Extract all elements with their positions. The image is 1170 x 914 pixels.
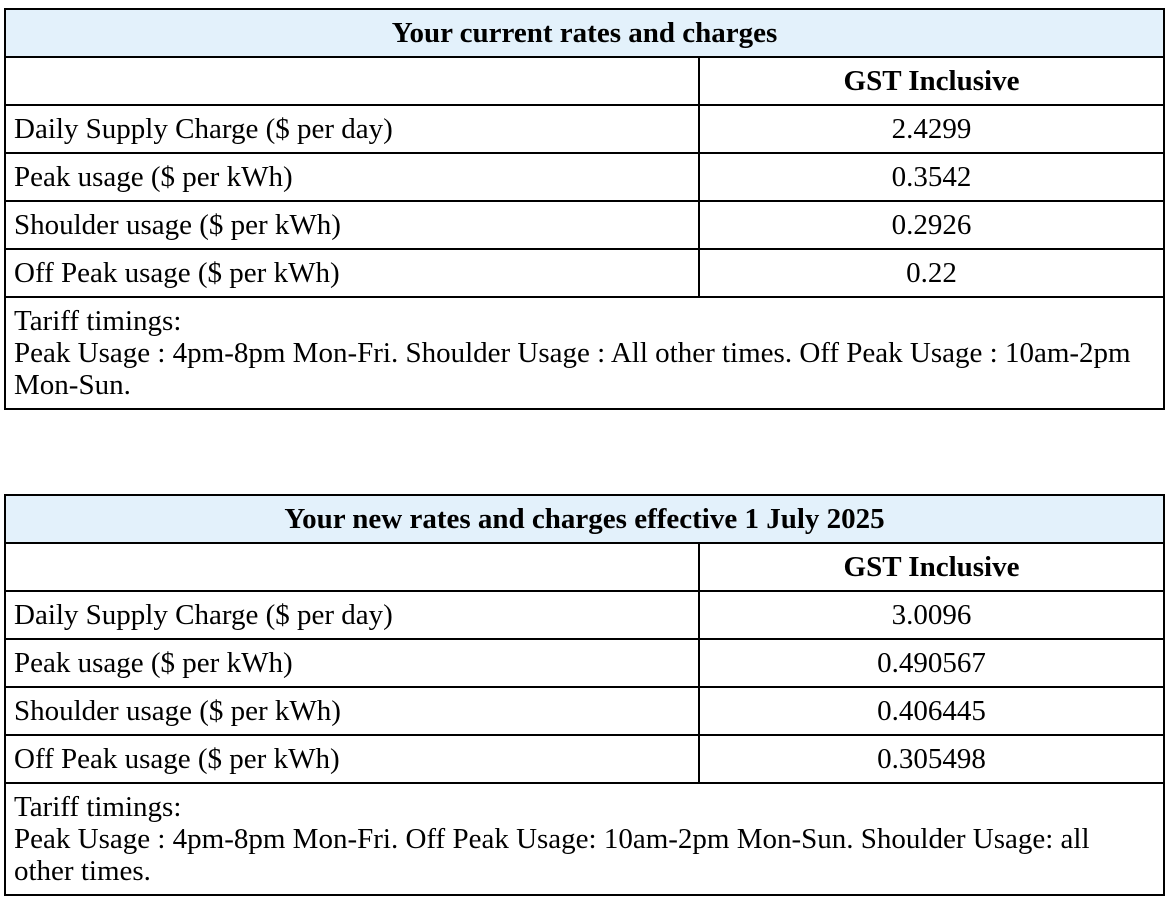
rate-value: 0.2926 <box>698 200 1165 250</box>
table-title: Your new rates and charges effective 1 J… <box>3 494 1166 544</box>
current-rates-table: Your current rates and charges GST Inclu… <box>4 8 1165 410</box>
tariff-timings-cell: Tariff timings: Peak Usage : 4pm-8pm Mon… <box>4 296 1165 410</box>
table-title-row: Your current rates and charges <box>4 8 1165 58</box>
rate-label: Shoulder usage ($ per kWh) <box>4 200 700 250</box>
rate-value: 0.22 <box>698 248 1165 298</box>
table-row: Shoulder usage ($ per kWh) 0.2926 <box>4 200 1165 250</box>
rate-label: Off Peak usage ($ per kWh) <box>4 248 700 298</box>
gst-inclusive-header: GST Inclusive <box>698 56 1165 106</box>
table-row: Peak usage ($ per kWh) 0.490567 <box>4 638 1166 688</box>
new-rates-table: Your new rates and charges effective 1 J… <box>3 494 1166 896</box>
gst-inclusive-header: GST Inclusive <box>697 542 1166 592</box>
tariff-timings-text: Peak Usage : 4pm-8pm Mon-Fri. Off Peak U… <box>14 823 1090 887</box>
table-row: Daily Supply Charge ($ per day) 2.4299 <box>4 104 1165 154</box>
tariff-timings-heading: Tariff timings: <box>14 305 182 337</box>
tariff-timings-cell: Tariff timings: Peak Usage : 4pm-8pm Mon… <box>3 782 1166 896</box>
table-row: Shoulder usage ($ per kWh) 0.406445 <box>4 686 1166 736</box>
table-title: Your current rates and charges <box>4 8 1165 58</box>
rate-value: 0.406445 <box>697 686 1166 736</box>
tariff-timings-row: Tariff timings: Peak Usage : 4pm-8pm Mon… <box>4 296 1165 410</box>
rate-label: Off Peak usage ($ per kWh) <box>4 734 700 784</box>
rate-value: 0.490567 <box>697 638 1166 688</box>
table-row: Peak usage ($ per kWh) 0.3542 <box>4 152 1165 202</box>
column-header-row: GST Inclusive <box>4 542 1166 592</box>
rate-value: 0.305498 <box>697 734 1166 784</box>
rate-label: Daily Supply Charge ($ per day) <box>4 590 700 640</box>
rate-value: 0.3542 <box>698 152 1165 202</box>
table-row: Daily Supply Charge ($ per day) 3.0096 <box>4 590 1166 640</box>
table-row: Off Peak usage ($ per kWh) 0.22 <box>4 248 1165 298</box>
empty-header-cell <box>4 542 700 592</box>
rate-value: 2.4299 <box>698 104 1165 154</box>
tariff-timings-heading: Tariff timings: <box>14 791 182 823</box>
tariff-timings-text: Peak Usage : 4pm-8pm Mon-Fri. Shoulder U… <box>14 337 1131 401</box>
rate-label: Daily Supply Charge ($ per day) <box>4 104 700 154</box>
table-title-row: Your new rates and charges effective 1 J… <box>3 494 1166 544</box>
rate-value: 3.0096 <box>697 590 1166 640</box>
column-header-row: GST Inclusive <box>4 56 1165 106</box>
rate-label: Peak usage ($ per kWh) <box>4 152 700 202</box>
rate-label: Shoulder usage ($ per kWh) <box>4 686 700 736</box>
table-row: Off Peak usage ($ per kWh) 0.305498 <box>4 734 1166 784</box>
tariff-timings-row: Tariff timings: Peak Usage : 4pm-8pm Mon… <box>3 782 1166 896</box>
rate-label: Peak usage ($ per kWh) <box>4 638 700 688</box>
empty-header-cell <box>4 56 700 106</box>
